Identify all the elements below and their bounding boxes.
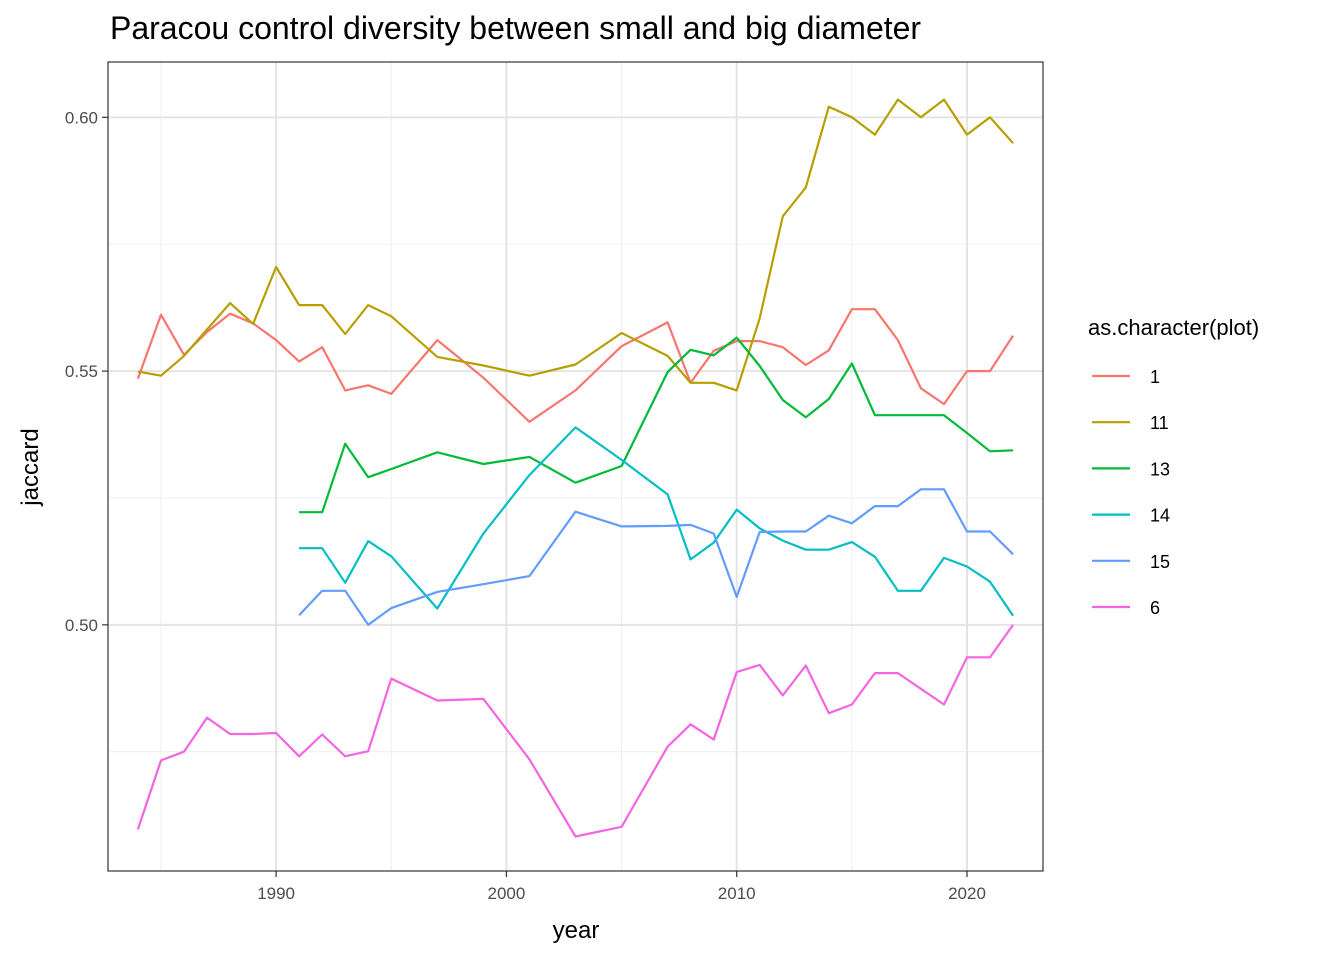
legend-item-15: 15 (1092, 552, 1170, 572)
legend-item-6: 6 (1092, 598, 1160, 618)
legend-label-15: 15 (1150, 552, 1170, 572)
legend-item-11: 11 (1092, 413, 1169, 433)
series-line-6 (136, 624, 1014, 838)
series-line-11 (137, 98, 1014, 392)
y-tick-label: 0.55 (65, 362, 98, 381)
legend-label-6: 6 (1150, 598, 1160, 618)
y-axis-title: jaccard (17, 428, 44, 506)
x-tick-label: 2010 (718, 884, 756, 903)
legend-label-1: 1 (1150, 367, 1160, 387)
chart-title: Paracou control diversity between small … (110, 10, 922, 46)
y-axis: 0.50 0.55 0.60 (65, 108, 108, 635)
series-line-14 (299, 426, 1015, 617)
plot-panel (108, 62, 1043, 871)
y-tick-label: 0.60 (65, 108, 98, 127)
x-tick-label: 2000 (487, 884, 525, 903)
legend-item-13: 13 (1092, 459, 1170, 479)
panel-background (108, 62, 1043, 871)
series-line-13 (299, 336, 1014, 514)
legend-label-11: 11 (1150, 413, 1169, 433)
x-axis: 1990 2000 2010 2020 (257, 871, 986, 903)
y-tick-label: 0.50 (65, 616, 98, 635)
legend-label-13: 13 (1150, 459, 1170, 479)
x-tick-label: 2020 (948, 884, 986, 903)
legend-item-1: 1 (1092, 367, 1160, 387)
legend-title: as.character(plot) (1088, 315, 1259, 340)
series-line-1 (136, 308, 1015, 423)
x-tick-label: 1990 (257, 884, 295, 903)
series-layer (107, 61, 1044, 872)
series-line-15 (298, 488, 1014, 626)
legend-item-14: 14 (1092, 506, 1170, 526)
legend-label-14: 14 (1150, 506, 1170, 526)
x-axis-title: year (553, 917, 600, 944)
panel-border (107, 61, 1044, 872)
